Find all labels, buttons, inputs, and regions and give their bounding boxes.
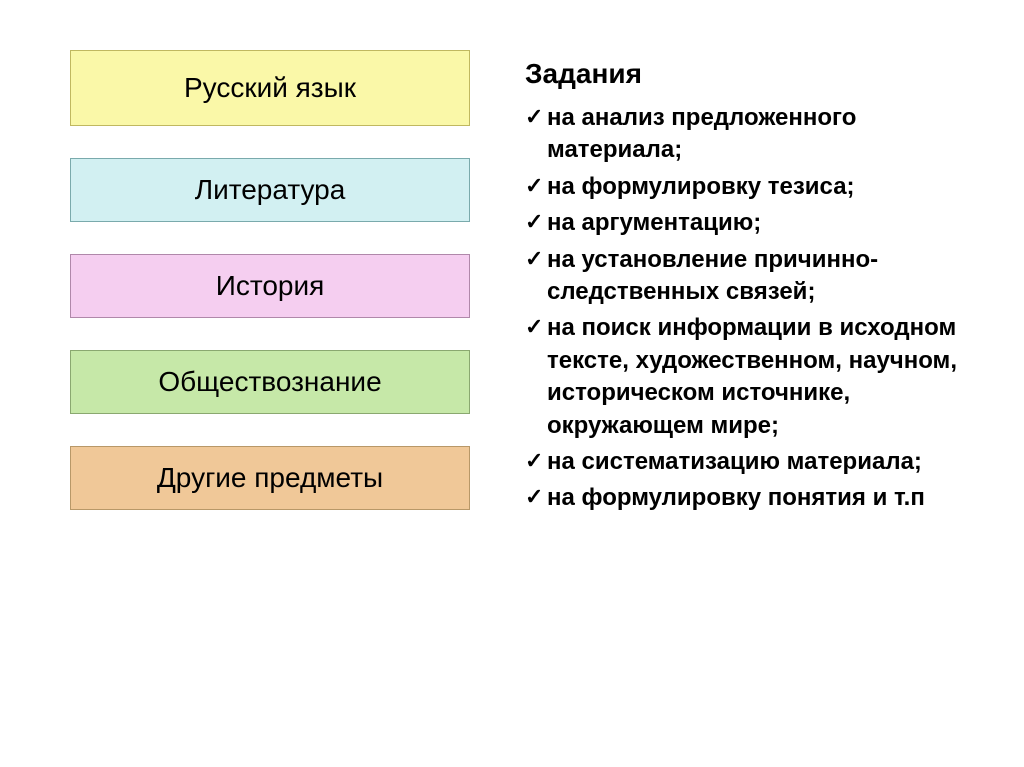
subject-box-history: История bbox=[70, 254, 470, 318]
tasks-column: Задания на анализ предложенного материал… bbox=[470, 50, 984, 727]
subject-label: Другие предметы bbox=[157, 462, 383, 494]
task-item: на аргументацию; bbox=[525, 207, 984, 239]
task-item: на поиск информации в исходном тексте, х… bbox=[525, 312, 984, 442]
task-item: на систематизацию материала; bbox=[525, 446, 984, 478]
slide-container: Русский язык Литература История Общество… bbox=[0, 0, 1024, 767]
subjects-column: Русский язык Литература История Общество… bbox=[70, 50, 470, 727]
subject-box-russian: Русский язык bbox=[70, 50, 470, 126]
subject-label: Обществознание bbox=[158, 366, 381, 398]
subject-label: Литература bbox=[195, 174, 346, 206]
subject-box-literature: Литература bbox=[70, 158, 470, 222]
tasks-list: на анализ предложенного материала; на фо… bbox=[525, 102, 984, 515]
task-item: на анализ предложенного материала; bbox=[525, 102, 984, 167]
subject-box-other: Другие предметы bbox=[70, 446, 470, 510]
task-item: на установление причинно-следственных св… bbox=[525, 244, 984, 309]
subject-label: Русский язык bbox=[184, 72, 356, 104]
tasks-title: Задания bbox=[525, 58, 984, 90]
subject-label: История bbox=[216, 270, 325, 302]
task-item: на формулировку тезиса; bbox=[525, 171, 984, 203]
subject-box-social-studies: Обществознание bbox=[70, 350, 470, 414]
task-item: на формулировку понятия и т.п bbox=[525, 482, 984, 514]
